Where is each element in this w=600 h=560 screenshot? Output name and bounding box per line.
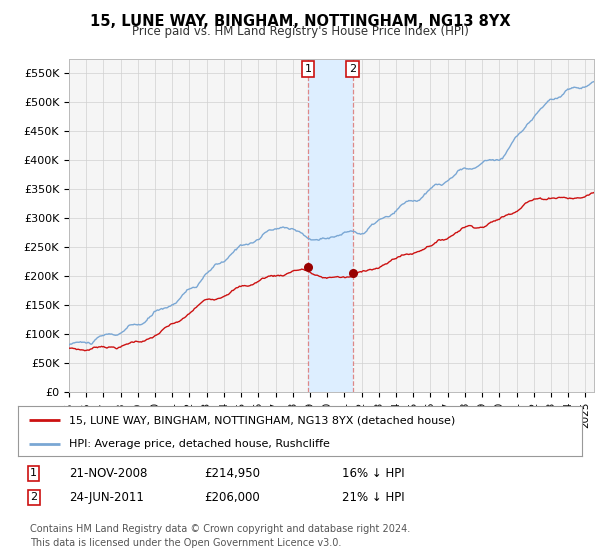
Text: Contains HM Land Registry data © Crown copyright and database right 2024.
This d: Contains HM Land Registry data © Crown c… [30,524,410,548]
Text: 1: 1 [305,64,311,74]
Text: 21-NOV-2008: 21-NOV-2008 [69,466,148,480]
Text: HPI: Average price, detached house, Rushcliffe: HPI: Average price, detached house, Rush… [69,439,329,449]
Bar [308,59,353,392]
Text: 1: 1 [30,468,37,478]
Text: 2: 2 [349,64,356,74]
Text: 24-JUN-2011: 24-JUN-2011 [69,491,144,504]
Text: 15, LUNE WAY, BINGHAM, NOTTINGHAM, NG13 8YX (detached house): 15, LUNE WAY, BINGHAM, NOTTINGHAM, NG13 … [69,415,455,425]
Text: Price paid vs. HM Land Registry's House Price Index (HPI): Price paid vs. HM Land Registry's House … [131,25,469,38]
Text: £206,000: £206,000 [204,491,260,504]
Text: 15, LUNE WAY, BINGHAM, NOTTINGHAM, NG13 8YX: 15, LUNE WAY, BINGHAM, NOTTINGHAM, NG13 … [89,14,511,29]
Text: 2: 2 [30,492,37,502]
Text: 21% ↓ HPI: 21% ↓ HPI [342,491,404,504]
Text: £214,950: £214,950 [204,466,260,480]
Text: 16% ↓ HPI: 16% ↓ HPI [342,466,404,480]
